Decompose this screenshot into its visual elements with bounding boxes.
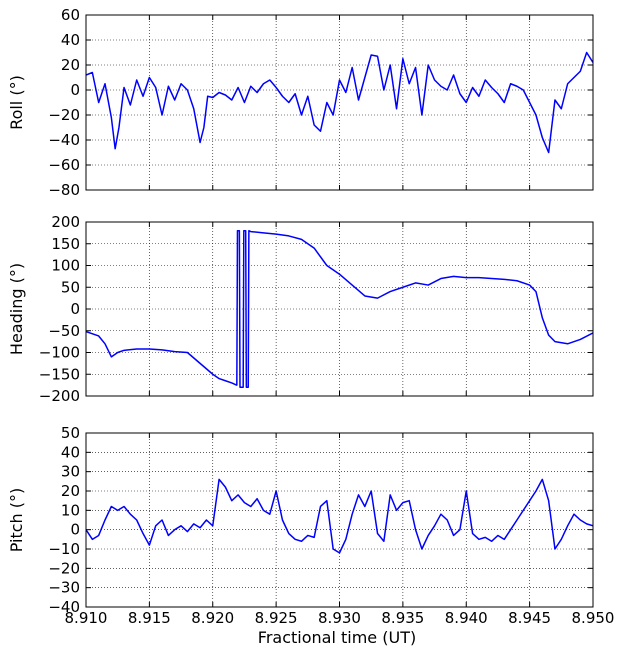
pitch-ytick-label: 40 [61,443,80,461]
roll-ytick-label: 0 [70,81,80,99]
pitch-ytick-label: 20 [61,482,80,500]
heading-ytick-label: 50 [61,278,80,296]
roll-ytick-label: −80 [48,181,80,199]
heading-ytick-label: −200 [39,387,80,405]
roll-ytick-label: 20 [61,56,80,74]
pitch-xtick-label: 8.925 [255,609,298,627]
heading-ylabel: Heading (°) [7,263,26,355]
pitch-xtick-label: 8.910 [65,609,108,627]
pitch-ytick-label: 0 [70,521,80,539]
roll-ytick-label: 60 [61,6,80,24]
pitch-ytick-label: 10 [61,501,80,519]
pitch-series-line [86,478,593,554]
pitch-xtick-label: 8.945 [508,609,551,627]
heading-ytick-label: −150 [39,365,80,383]
roll-ytick-label: 40 [61,31,80,49]
pitch-ytick-label: 30 [61,463,80,481]
pitch-xtick-label: 8.950 [572,609,615,627]
heading-ytick-label: 100 [51,257,80,275]
pitch-ytick-label: −40 [48,598,80,616]
roll-ytick-label: −40 [48,131,80,149]
roll-ytick-label: −60 [48,156,80,174]
x-axis-label: Fractional time (UT) [258,628,416,647]
heading-ytick-label: −100 [39,344,80,362]
pitch-xtick-label: 8.920 [191,609,234,627]
heading-ytick-label: 0 [70,300,80,318]
pitch-ytick-label: −30 [48,579,80,597]
roll-ylabel: Roll (°) [7,75,26,130]
heading-series-line [86,229,593,389]
pitch-xtick-label: 8.940 [445,609,488,627]
heading-ytick-label: −50 [48,322,80,340]
pitch-ytick-label: −20 [48,559,80,577]
heading-ytick-label: 200 [51,213,80,231]
roll-panel: −80 −60 −40 −20 0 20 40 60 Roll (°) [7,6,594,199]
pitch-ylabel: Pitch (°) [7,488,26,553]
pitch-xtick-label: 8.930 [318,609,361,627]
heading-ytick-label: 150 [51,235,80,253]
pitch-xtick-label: 8.935 [381,609,424,627]
roll-series-line [86,51,593,154]
heading-panel: −200 −150 −100 −50 0 50 100 150 200 Heading (°) [7,213,594,405]
pitch-xtick-label: 8.915 [128,609,171,627]
roll-ytick-label: −20 [48,106,80,124]
pitch-ytick-label: 50 [61,424,80,442]
pitch-ytick-label: −10 [48,540,80,558]
